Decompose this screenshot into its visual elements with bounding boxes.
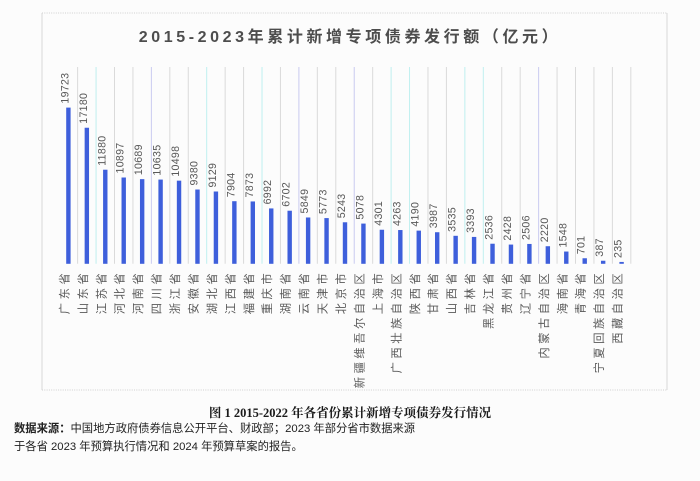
svg-text:广东省: 广东省: [58, 270, 71, 314]
svg-text:4263: 4263: [391, 201, 403, 226]
svg-text:4190: 4190: [410, 202, 422, 227]
svg-text:7873: 7873: [244, 173, 256, 198]
svg-text:浙江省: 浙江省: [169, 270, 182, 314]
svg-text:1548: 1548: [557, 223, 569, 248]
svg-text:10498: 10498: [170, 146, 182, 177]
svg-text:天津市: 天津市: [316, 270, 330, 314]
svg-text:贵州省: 贵州省: [501, 270, 514, 314]
svg-text:5243: 5243: [336, 193, 348, 218]
svg-text:西藏自治区: 西藏自治区: [611, 270, 625, 344]
svg-text:云南省: 云南省: [298, 270, 311, 314]
svg-text:387: 387: [594, 238, 606, 257]
svg-text:上海市: 上海市: [371, 270, 385, 314]
svg-text:701: 701: [576, 236, 588, 255]
svg-text:吉林省: 吉林省: [463, 270, 477, 314]
svg-text:5773: 5773: [318, 189, 330, 214]
svg-text:陕西省: 陕西省: [408, 270, 422, 314]
svg-text:江西省: 江西省: [224, 270, 237, 314]
svg-text:10635: 10635: [152, 145, 164, 176]
svg-text:广西壮族自治区: 广西壮族自治区: [389, 270, 403, 374]
svg-text:重庆市: 重庆市: [260, 270, 274, 314]
svg-text:江苏省: 江苏省: [95, 270, 108, 314]
svg-text:19723: 19723: [59, 73, 71, 104]
svg-text:辽宁省: 辽宁省: [518, 270, 532, 314]
svg-text:湖南省: 湖南省: [279, 270, 293, 314]
svg-text:海南省: 海南省: [555, 270, 569, 314]
svg-text:11880: 11880: [96, 136, 108, 166]
svg-text:湖北省: 湖北省: [205, 270, 219, 314]
svg-text:3535: 3535: [447, 207, 459, 232]
svg-text:17180: 17180: [78, 93, 90, 124]
svg-text:宁夏回族自治区: 宁夏回族自治区: [592, 270, 606, 374]
svg-text:9380: 9380: [188, 161, 200, 186]
svg-text:2536: 2536: [484, 215, 496, 240]
svg-text:9129: 9129: [207, 163, 219, 188]
svg-text:山西省: 山西省: [446, 270, 459, 314]
svg-text:四川省: 四川省: [151, 270, 164, 314]
svg-text:235: 235: [613, 239, 625, 258]
svg-text:青海省: 青海省: [574, 270, 588, 314]
svg-text:2506: 2506: [520, 215, 532, 240]
svg-text:安徽省: 安徽省: [186, 270, 200, 314]
svg-text:甘肃省: 甘肃省: [427, 270, 440, 314]
svg-text:福建省: 福建省: [242, 270, 256, 314]
svg-text:7904: 7904: [225, 172, 237, 197]
svg-text:6992: 6992: [262, 180, 274, 205]
svg-text:内蒙古自治区: 内蒙古自治区: [537, 270, 551, 359]
svg-text:新疆维吾尔自治区: 新疆维吾尔自治区: [352, 270, 366, 388]
svg-text:北京市: 北京市: [334, 270, 348, 314]
svg-text:2220: 2220: [539, 217, 551, 242]
svg-text:2428: 2428: [502, 216, 514, 241]
svg-text:3987: 3987: [428, 203, 440, 228]
svg-text:3393: 3393: [465, 208, 477, 233]
svg-text:5078: 5078: [354, 195, 366, 220]
svg-text:6702: 6702: [281, 182, 293, 207]
svg-text:黑龙江省: 黑龙江省: [483, 270, 496, 329]
svg-text:10689: 10689: [133, 144, 145, 175]
svg-text:4301: 4301: [373, 201, 385, 226]
svg-text:河北省: 河北省: [114, 270, 127, 314]
svg-text:河南省: 河南省: [132, 270, 145, 314]
svg-text:10897: 10897: [115, 143, 127, 174]
svg-text:山东省: 山东省: [77, 270, 90, 314]
svg-text:5849: 5849: [299, 189, 311, 214]
